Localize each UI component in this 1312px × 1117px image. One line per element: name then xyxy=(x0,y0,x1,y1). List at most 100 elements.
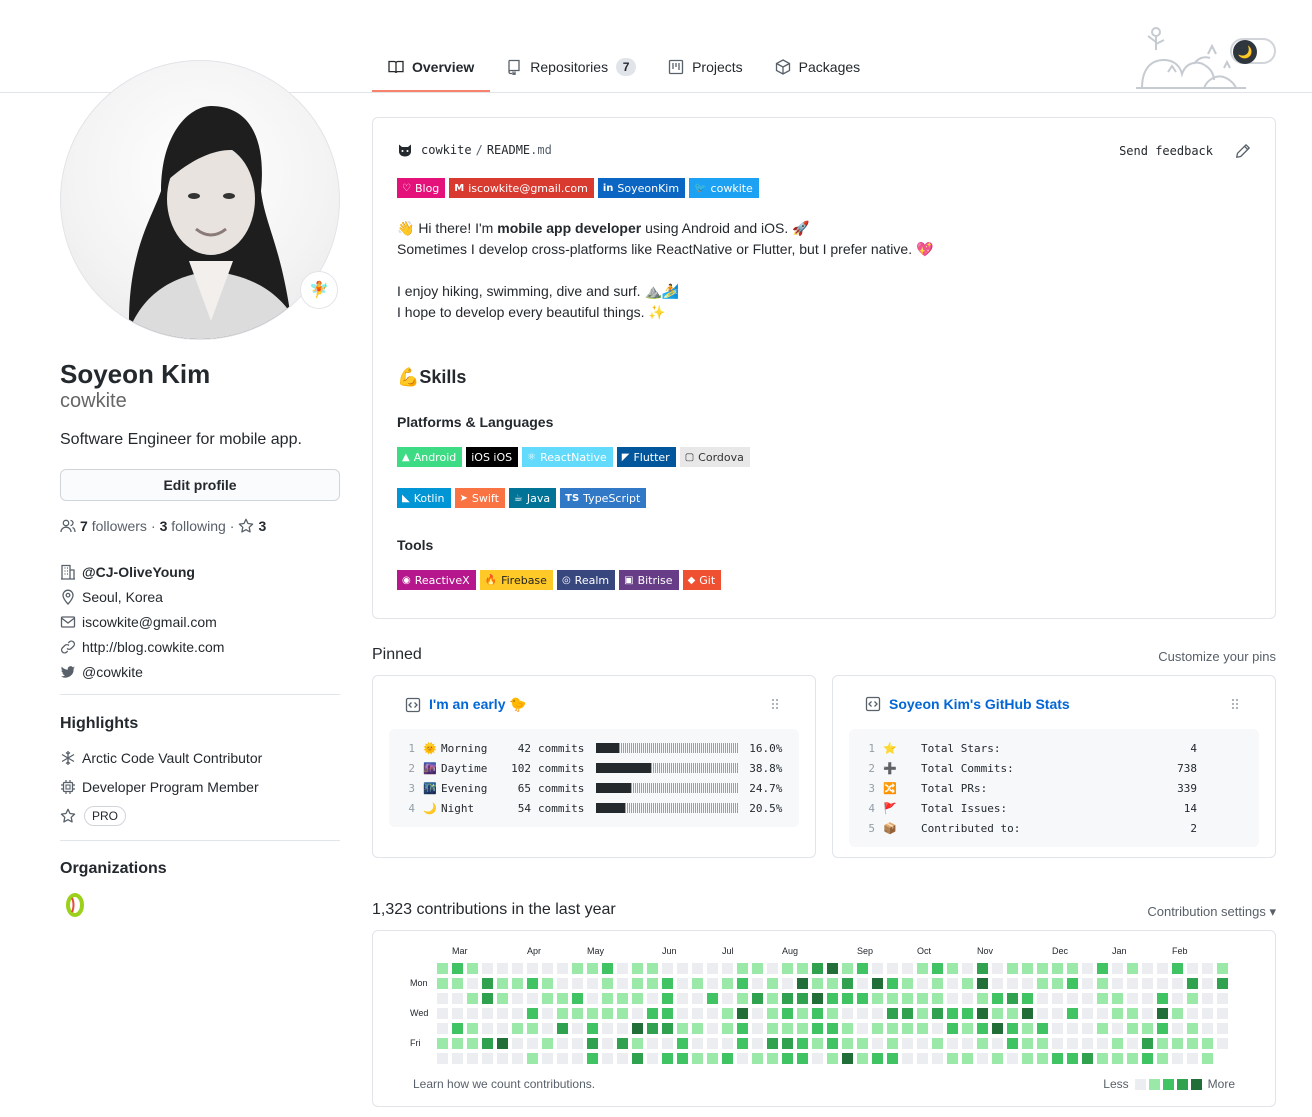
contribution-day-cell[interactable] xyxy=(452,963,463,974)
contribution-day-cell[interactable] xyxy=(572,1023,583,1034)
contribution-day-cell[interactable] xyxy=(917,963,928,974)
contribution-day-cell[interactable] xyxy=(497,993,508,1004)
contribution-day-cell[interactable] xyxy=(977,1023,988,1034)
contribution-day-cell[interactable] xyxy=(512,1008,523,1019)
contribution-day-cell[interactable] xyxy=(857,963,868,974)
contribution-day-cell[interactable] xyxy=(812,963,823,974)
contribution-day-cell[interactable] xyxy=(737,1038,748,1049)
contribution-day-cell[interactable] xyxy=(1097,993,1108,1004)
contribution-day-cell[interactable] xyxy=(527,993,538,1004)
contribution-day-cell[interactable] xyxy=(947,1008,958,1019)
contribution-day-cell[interactable] xyxy=(1037,1023,1048,1034)
contribution-day-cell[interactable] xyxy=(902,1023,913,1034)
contribution-day-cell[interactable] xyxy=(512,963,523,974)
contribution-day-cell[interactable] xyxy=(587,993,598,1004)
contribution-day-cell[interactable] xyxy=(857,978,868,989)
contribution-day-cell[interactable] xyxy=(782,1023,793,1034)
contribution-day-cell[interactable] xyxy=(992,993,1003,1004)
contribution-day-cell[interactable] xyxy=(797,978,808,989)
contribution-day-cell[interactable] xyxy=(842,1008,853,1019)
contribution-day-cell[interactable] xyxy=(782,978,793,989)
contact-badge-cowkite[interactable]: 🐦 cowkite xyxy=(689,178,759,198)
contribution-day-cell[interactable] xyxy=(1217,978,1228,989)
contribution-day-cell[interactable] xyxy=(647,1008,658,1019)
contribution-day-cell[interactable] xyxy=(887,963,898,974)
contribution-day-cell[interactable] xyxy=(527,1023,538,1034)
contribution-day-cell[interactable] xyxy=(842,1023,853,1034)
contribution-day-cell[interactable] xyxy=(842,963,853,974)
contribution-day-cell[interactable] xyxy=(1052,1023,1063,1034)
contribution-day-cell[interactable] xyxy=(677,978,688,989)
contribution-day-cell[interactable] xyxy=(1127,993,1138,1004)
contribution-day-cell[interactable] xyxy=(1097,963,1108,974)
contribution-day-cell[interactable] xyxy=(782,1053,793,1064)
contribution-day-cell[interactable] xyxy=(1007,993,1018,1004)
contribution-day-cell[interactable] xyxy=(497,1053,508,1064)
contribution-day-cell[interactable] xyxy=(557,978,568,989)
contribution-day-cell[interactable] xyxy=(482,963,493,974)
contribution-day-cell[interactable] xyxy=(1202,1038,1213,1049)
contribution-day-cell[interactable] xyxy=(932,978,943,989)
contribution-day-cell[interactable] xyxy=(1067,1038,1078,1049)
contribution-day-cell[interactable] xyxy=(602,993,613,1004)
pinned-card-title[interactable]: Soyeon Kim's GitHub Stats xyxy=(865,696,1070,712)
contribution-day-cell[interactable] xyxy=(557,1038,568,1049)
contribution-day-cell[interactable] xyxy=(1067,963,1078,974)
contribution-day-cell[interactable] xyxy=(827,1008,838,1019)
contribution-day-cell[interactable] xyxy=(647,1053,658,1064)
contribution-day-cell[interactable] xyxy=(977,1053,988,1064)
contribution-day-cell[interactable] xyxy=(707,1038,718,1049)
contribution-day-cell[interactable] xyxy=(1007,1053,1018,1064)
org-avatar-oliveyoung[interactable] xyxy=(62,892,88,918)
contribution-day-cell[interactable] xyxy=(1037,1053,1048,1064)
contribution-day-cell[interactable] xyxy=(767,1023,778,1034)
contribution-day-cell[interactable] xyxy=(1187,1008,1198,1019)
contribution-day-cell[interactable] xyxy=(842,1053,853,1064)
contribution-day-cell[interactable] xyxy=(797,1023,808,1034)
contribution-day-cell[interactable] xyxy=(722,1038,733,1049)
contribution-day-cell[interactable] xyxy=(692,978,703,989)
readme-repo-link[interactable]: cowkite xyxy=(421,143,472,157)
contribution-day-cell[interactable] xyxy=(527,963,538,974)
contribution-day-cell[interactable] xyxy=(1082,1008,1093,1019)
contribution-day-cell[interactable] xyxy=(977,993,988,1004)
contribution-day-cell[interactable] xyxy=(962,978,973,989)
contribution-day-cell[interactable] xyxy=(467,978,478,989)
contribution-day-cell[interactable] xyxy=(1187,1053,1198,1064)
customize-pins-link[interactable]: Customize your pins xyxy=(1158,649,1276,664)
contribution-day-cell[interactable] xyxy=(857,1008,868,1019)
contribution-day-cell[interactable] xyxy=(932,993,943,1004)
contribution-day-cell[interactable] xyxy=(902,1038,913,1049)
avatar[interactable] xyxy=(60,60,340,340)
website-link[interactable]: http://blog.cowkite.com xyxy=(82,638,225,655)
contribution-day-cell[interactable] xyxy=(1007,963,1018,974)
contribution-day-cell[interactable] xyxy=(497,978,508,989)
contribution-day-cell[interactable] xyxy=(1112,963,1123,974)
contribution-day-cell[interactable] xyxy=(497,963,508,974)
contribution-day-cell[interactable] xyxy=(752,1023,763,1034)
contribution-day-cell[interactable] xyxy=(1097,1038,1108,1049)
contribution-day-cell[interactable] xyxy=(437,1023,448,1034)
contribution-day-cell[interactable] xyxy=(1157,1008,1168,1019)
contribution-day-cell[interactable] xyxy=(872,1038,883,1049)
contribution-day-cell[interactable] xyxy=(797,963,808,974)
readme-file-link[interactable]: README xyxy=(486,143,531,157)
contribution-day-cell[interactable] xyxy=(962,993,973,1004)
contribution-day-cell[interactable] xyxy=(617,993,628,1004)
contribution-day-cell[interactable] xyxy=(1022,1038,1033,1049)
contribution-day-cell[interactable] xyxy=(1037,978,1048,989)
contribution-day-cell[interactable] xyxy=(512,1053,523,1064)
contribution-day-cell[interactable] xyxy=(542,1038,553,1049)
contribution-day-cell[interactable] xyxy=(617,1008,628,1019)
contribution-day-cell[interactable] xyxy=(722,978,733,989)
contribution-day-cell[interactable] xyxy=(857,1053,868,1064)
contribution-day-cell[interactable] xyxy=(482,1023,493,1034)
language-badge-java[interactable]: ☕ Java xyxy=(508,488,557,508)
contribution-day-cell[interactable] xyxy=(467,963,478,974)
contribution-day-cell[interactable] xyxy=(617,1053,628,1064)
contribution-day-cell[interactable] xyxy=(542,1053,553,1064)
contribution-day-cell[interactable] xyxy=(467,1038,478,1049)
contribution-day-cell[interactable] xyxy=(452,1023,463,1034)
contribution-day-cell[interactable] xyxy=(722,1023,733,1034)
contribution-day-cell[interactable] xyxy=(812,1038,823,1049)
